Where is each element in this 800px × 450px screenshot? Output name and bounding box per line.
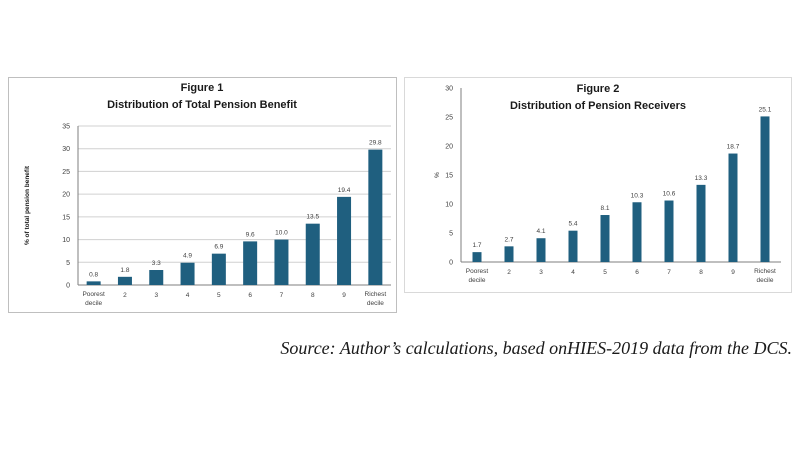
x-tick-label: Poorest [466, 268, 489, 275]
y-axis-label: % [434, 172, 441, 178]
bar [696, 184, 706, 262]
bar [728, 153, 738, 262]
data-label: 13.5 [306, 214, 319, 221]
x-tick-label: 2 [507, 269, 511, 276]
y-tick-label: 35 [62, 124, 70, 131]
x-tick-label: 2 [123, 292, 127, 299]
figure-2-panel: Figure 2 Distribution of Pension Receiver… [404, 77, 792, 293]
y-tick-label: 30 [62, 146, 70, 153]
data-label: 18.7 [727, 144, 740, 151]
y-tick-label: 0 [66, 283, 70, 290]
bar [149, 270, 164, 285]
x-tick-label: 5 [217, 292, 221, 299]
y-tick-label: 20 [62, 192, 70, 199]
y-tick-label: 15 [445, 173, 453, 180]
chart-title: Figure 1 [181, 82, 224, 94]
x-tick-label: 7 [280, 292, 284, 299]
data-label: 6.9 [214, 244, 223, 251]
x-tick-label: 3 [154, 292, 158, 299]
x-tick-label: decile [757, 277, 774, 284]
bar [274, 239, 289, 285]
x-tick-label: 4 [571, 269, 575, 276]
data-label: 10.0 [275, 230, 288, 237]
bar [180, 262, 195, 285]
y-tick-label: 20 [445, 144, 453, 151]
bar [472, 252, 482, 262]
data-label: 1.8 [120, 267, 129, 274]
figure-1-panel: Figure 1 Distribution of Total Pension Be… [8, 77, 397, 313]
data-label: 9.6 [246, 231, 255, 238]
x-tick-label: 5 [603, 269, 607, 276]
y-tick-label: 5 [66, 260, 70, 267]
bar [760, 116, 770, 262]
chart-subtitle: Distribution of Pension Receivers [510, 100, 686, 112]
source-note: Source: Author’s calculations, based onH… [280, 338, 792, 358]
bar [664, 200, 674, 262]
y-tick-label: 25 [62, 169, 70, 176]
bar [536, 238, 546, 262]
y-tick-label: 30 [445, 86, 453, 93]
bar [86, 281, 101, 285]
data-label: 4.9 [183, 253, 192, 260]
data-label: 29.8 [369, 140, 382, 147]
data-label: 2.7 [504, 236, 513, 243]
data-label: 13.3 [695, 175, 708, 182]
chart-subtitle: Distribution of Total Pension Benefit [107, 99, 297, 111]
bar [368, 149, 383, 285]
bar [305, 223, 320, 285]
y-tick-label: 25 [445, 115, 453, 122]
y-tick-label: 10 [445, 202, 453, 209]
data-label: 19.4 [338, 187, 351, 194]
y-tick-label: 0 [449, 260, 453, 267]
x-tick-label: 7 [667, 269, 671, 276]
x-tick-label: 6 [248, 292, 252, 299]
data-label: 8.1 [600, 205, 609, 212]
bar [568, 230, 578, 262]
bar [337, 196, 352, 285]
data-label: 5.4 [568, 221, 577, 228]
y-tick-label: 15 [62, 214, 70, 221]
figure-1-chart: Figure 1 Distribution of Total Pension Be… [24, 82, 391, 307]
x-tick-label: decile [367, 300, 384, 307]
figure-2-chart: Figure 2 Distribution of Pension Receiver… [434, 83, 781, 284]
bar [117, 276, 132, 285]
x-tick-label: 4 [186, 292, 190, 299]
x-tick-label: decile [85, 300, 102, 307]
bar [504, 246, 514, 262]
bar [632, 202, 642, 262]
chart-title: Figure 2 [577, 83, 620, 95]
x-tick-label: Richest [365, 291, 387, 298]
data-label: 1.7 [472, 242, 481, 249]
bar [243, 241, 258, 285]
x-tick-label: 8 [311, 292, 315, 299]
y-axis-label: % of total pension benefit [24, 165, 31, 245]
bar [211, 253, 226, 285]
x-tick-label: Richest [754, 268, 776, 275]
data-label: 10.6 [663, 191, 676, 198]
data-label: 25.1 [759, 106, 772, 113]
data-label: 4.1 [536, 228, 545, 235]
x-tick-label: 6 [635, 269, 639, 276]
x-tick-label: Poorest [82, 291, 105, 298]
data-label: 3.3 [152, 260, 161, 267]
y-tick-label: 10 [62, 237, 70, 244]
y-tick-label: 5 [449, 231, 453, 238]
x-tick-label: 9 [731, 269, 735, 276]
data-label: 10.3 [631, 192, 644, 199]
data-label: 0.8 [89, 271, 98, 278]
x-tick-label: 3 [539, 269, 543, 276]
x-tick-label: decile [469, 277, 486, 284]
bar [600, 215, 610, 262]
x-tick-label: 9 [342, 292, 346, 299]
x-tick-label: 8 [699, 269, 703, 276]
